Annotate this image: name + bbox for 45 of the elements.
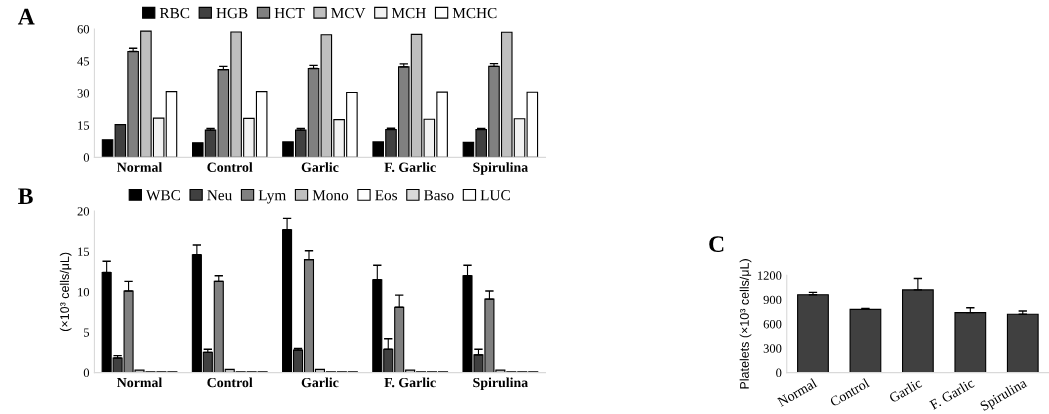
y-tick-label: 20 (77, 207, 90, 216)
y-tick-label: 15 (78, 121, 90, 130)
y-tick-label: 5 (84, 328, 90, 337)
legend-label: HGB (216, 7, 248, 19)
y-tick-label: 0 (83, 368, 90, 378)
y-tick-label: 0 (776, 368, 782, 378)
chart-title: B (18, 188, 33, 204)
chart-title: A (17, 8, 35, 25)
x-tick-label: Garlic (301, 377, 339, 388)
legend-label: Neu (207, 190, 232, 201)
legend-label: LUC (480, 190, 510, 201)
legend-label: Lym (258, 190, 287, 204)
legend-label: Mono (312, 190, 349, 201)
x-tick-label: Garlic (301, 162, 339, 172)
legend-label: RBC (159, 7, 190, 19)
y-tick-label: 10 (78, 287, 90, 297)
y-tick-label: 600 (763, 319, 782, 329)
y-tick-label: 15 (78, 247, 90, 256)
legend-label: Eos (375, 190, 398, 201)
y-axis-title: Platelets (×10³ cells/μL) (739, 259, 752, 389)
x-tick-label: Normal (117, 377, 163, 388)
x-tick-label: Spirulina (473, 162, 528, 175)
y-tick-label: 30 (77, 89, 90, 98)
x-tick-label: Garlic (888, 377, 923, 403)
legend-label: MCV (331, 7, 366, 19)
x-tick-label: F. Garlic (384, 162, 436, 173)
x-tick-label: Spirulina (473, 377, 528, 391)
legend-label: Baso (424, 190, 454, 201)
y-tick-label: 900 (763, 295, 782, 305)
y-tick-label: 300 (763, 344, 782, 353)
y-tick-label: 0 (83, 153, 90, 162)
legend-label: WBC (146, 190, 180, 201)
legend-label: MCHC (452, 7, 497, 19)
y-tick-label: 60 (77, 25, 90, 34)
y-tick-label: 1200 (757, 271, 782, 280)
y-axis-title: (×10³ cells/μL) (59, 252, 72, 331)
x-tick-label: Control (207, 162, 253, 172)
y-tick-label: 45 (77, 57, 90, 66)
x-tick-label: Control (207, 377, 253, 388)
x-tick-label: F. Garlic (384, 377, 436, 388)
legend-label: MCH (391, 7, 426, 19)
chart-title: C (709, 236, 724, 253)
x-tick-label: F. Garlic (928, 377, 975, 410)
x-tick-label: Normal (117, 162, 163, 172)
legend-label: HCT (274, 7, 305, 19)
